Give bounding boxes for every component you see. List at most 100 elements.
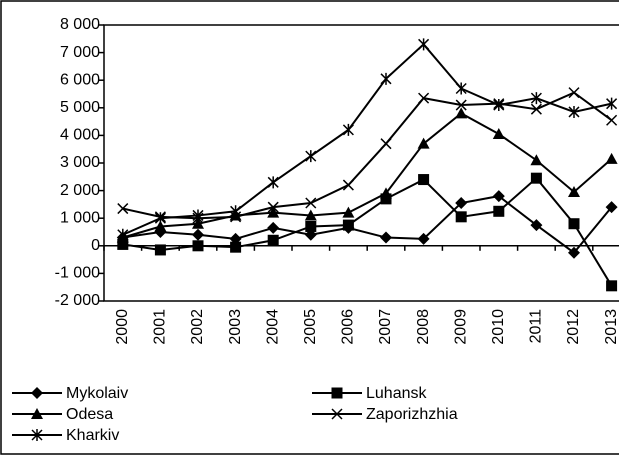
y-tick-label: 6 000 <box>60 71 100 88</box>
data-point <box>455 197 468 210</box>
y-tick-label: 1 000 <box>60 209 100 226</box>
legend-marker <box>31 387 43 399</box>
data-point <box>117 203 129 215</box>
data-point <box>530 172 542 184</box>
series-line <box>122 91 613 220</box>
y-tick-label: 5 000 <box>60 99 100 116</box>
data-point <box>492 190 505 203</box>
x-tick-label: 2009 <box>452 309 469 345</box>
data-point <box>267 176 279 189</box>
data-point <box>305 197 317 209</box>
legend-label: Zaporizhzhia <box>366 406 458 423</box>
data-point <box>455 107 468 119</box>
data-point <box>380 187 392 199</box>
data-point <box>154 244 166 256</box>
x-tick-label: 2006 <box>340 309 357 345</box>
legend-marker <box>31 408 43 419</box>
data-point <box>530 154 543 166</box>
series-line <box>122 176 613 287</box>
legend-label: Luhansk <box>366 385 427 402</box>
data-point <box>568 246 580 259</box>
y-tick-label: 0 <box>91 237 100 254</box>
data-point <box>192 228 204 241</box>
y-tick-label: 4 000 <box>60 127 100 144</box>
data-point <box>606 114 618 126</box>
data-point <box>530 103 542 115</box>
data-point <box>117 238 129 250</box>
x-tick-label: 2005 <box>302 309 319 345</box>
plot-border <box>103 24 619 302</box>
data-point <box>492 128 505 140</box>
y-tick-label: 2 000 <box>60 182 100 199</box>
legend-label: Odesa <box>66 406 113 423</box>
data-point <box>267 234 279 246</box>
data-point <box>455 99 467 111</box>
data-point <box>417 137 430 149</box>
data-point <box>230 205 242 218</box>
data-point <box>493 99 505 112</box>
x-tick-label: 2013 <box>603 309 619 345</box>
y-tick-label: 3 000 <box>60 154 100 171</box>
data-point <box>568 185 580 197</box>
data-point <box>380 231 392 244</box>
y-tick-label: 8 000 <box>60 16 100 33</box>
data-point <box>342 179 354 191</box>
data-point <box>342 123 354 136</box>
data-point <box>342 206 355 218</box>
data-point <box>606 97 618 110</box>
x-tick-label: 2007 <box>377 309 394 345</box>
data-point <box>568 87 580 99</box>
data-point <box>493 205 505 217</box>
data-point <box>117 228 129 241</box>
x-tick-label: 2011 <box>528 309 545 344</box>
legend-label: Kharkiv <box>66 427 119 444</box>
data-point <box>304 209 317 221</box>
data-point <box>605 152 618 164</box>
x-tick-label: 2003 <box>227 309 244 345</box>
y-tick-label: -2 000 <box>55 292 100 309</box>
x-tick-label: 2002 <box>189 309 206 345</box>
series-line <box>122 112 613 239</box>
data-point <box>417 232 430 245</box>
series-line <box>122 195 613 255</box>
data-point <box>568 218 580 230</box>
x-tick-label: 2010 <box>490 309 507 345</box>
legend-label: Mykolaiv <box>66 385 128 402</box>
data-point <box>530 219 543 232</box>
data-point <box>605 201 618 214</box>
x-tick-label: 2004 <box>264 309 281 345</box>
data-point <box>418 92 430 104</box>
data-point <box>418 174 430 186</box>
x-tick-label: 2008 <box>415 309 432 345</box>
legend-marker <box>331 408 343 420</box>
legend-marker <box>31 429 43 441</box>
data-point <box>455 211 467 223</box>
data-point <box>154 212 166 225</box>
data-point <box>418 38 430 51</box>
x-tick-label: 2012 <box>565 309 582 345</box>
data-point <box>154 220 167 232</box>
data-point <box>267 206 280 218</box>
data-point <box>380 138 392 150</box>
data-point <box>568 105 580 118</box>
data-point <box>192 217 204 229</box>
x-tick-label: 2000 <box>114 309 131 345</box>
y-tick-label: 7 000 <box>60 44 100 61</box>
data-point <box>380 72 392 85</box>
data-point <box>455 82 467 95</box>
data-point <box>380 193 392 205</box>
data-point <box>192 240 204 252</box>
series-line <box>122 42 612 236</box>
data-point <box>267 201 279 213</box>
data-point <box>606 280 618 292</box>
data-point <box>305 150 317 163</box>
data-point <box>192 209 204 222</box>
data-point <box>342 219 354 231</box>
data-point <box>305 220 317 232</box>
x-tick-label: 2001 <box>152 309 169 345</box>
data-point <box>530 92 542 105</box>
legend-marker <box>331 387 343 399</box>
data-point <box>267 221 280 234</box>
